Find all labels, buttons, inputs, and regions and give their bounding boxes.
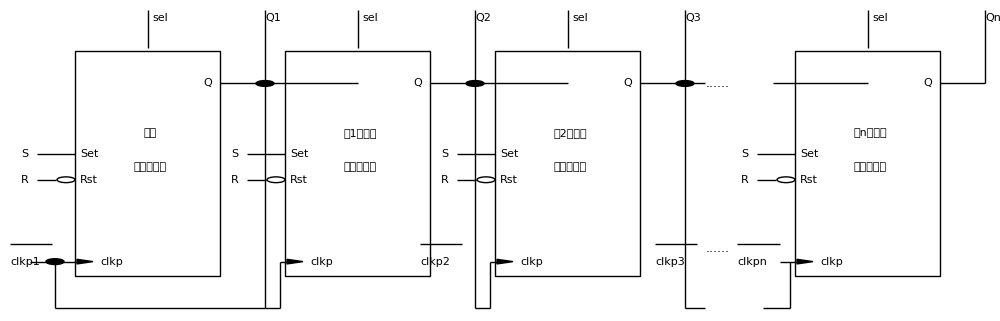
Text: sel: sel bbox=[572, 13, 588, 23]
Text: Q: Q bbox=[203, 78, 212, 89]
Text: 第1个高位: 第1个高位 bbox=[344, 128, 377, 138]
Text: 第n个高位: 第n个高位 bbox=[854, 128, 887, 138]
Text: clkp: clkp bbox=[820, 256, 843, 267]
Text: clkp: clkp bbox=[310, 256, 333, 267]
Text: Q3: Q3 bbox=[685, 13, 701, 23]
Text: 低位: 低位 bbox=[144, 128, 157, 138]
Circle shape bbox=[676, 81, 694, 86]
Text: 计数器单元: 计数器单元 bbox=[344, 162, 377, 172]
Text: Rst: Rst bbox=[800, 175, 818, 185]
Circle shape bbox=[267, 177, 285, 183]
Text: 计数器单元: 计数器单元 bbox=[134, 162, 167, 172]
Text: R: R bbox=[21, 175, 29, 185]
Text: Rst: Rst bbox=[500, 175, 518, 185]
Circle shape bbox=[477, 177, 495, 183]
Text: Qn: Qn bbox=[985, 13, 1000, 23]
Text: clkp: clkp bbox=[100, 256, 123, 267]
Text: clkpn: clkpn bbox=[737, 256, 767, 267]
Text: Q: Q bbox=[413, 78, 422, 89]
Text: Rst: Rst bbox=[290, 175, 308, 185]
Text: R: R bbox=[741, 175, 749, 185]
Polygon shape bbox=[497, 259, 513, 264]
Text: R: R bbox=[231, 175, 239, 185]
Text: Q: Q bbox=[623, 78, 632, 89]
Text: sel: sel bbox=[362, 13, 378, 23]
Circle shape bbox=[777, 177, 795, 183]
Text: Q2: Q2 bbox=[475, 13, 491, 23]
Polygon shape bbox=[797, 259, 813, 264]
Text: sel: sel bbox=[152, 13, 168, 23]
Text: 第2个高位: 第2个高位 bbox=[554, 128, 587, 138]
Text: Q: Q bbox=[923, 78, 932, 89]
Bar bbox=[75, 51, 220, 276]
Circle shape bbox=[57, 177, 75, 183]
Text: ......: ...... bbox=[706, 242, 730, 255]
Text: Set: Set bbox=[500, 149, 518, 159]
Bar bbox=[495, 51, 640, 276]
Text: Rst: Rst bbox=[80, 175, 98, 185]
Text: Set: Set bbox=[800, 149, 818, 159]
Circle shape bbox=[256, 81, 274, 86]
Text: Set: Set bbox=[80, 149, 98, 159]
Text: S: S bbox=[231, 149, 239, 159]
Text: R: R bbox=[441, 175, 449, 185]
Text: Set: Set bbox=[290, 149, 308, 159]
Text: clkp2: clkp2 bbox=[420, 256, 450, 267]
Bar bbox=[285, 51, 430, 276]
Text: sel: sel bbox=[872, 13, 888, 23]
Polygon shape bbox=[287, 259, 303, 264]
Bar bbox=[795, 51, 940, 276]
Text: S: S bbox=[741, 149, 749, 159]
Text: S: S bbox=[441, 149, 449, 159]
Text: clkp3: clkp3 bbox=[655, 256, 685, 267]
Text: clkp1: clkp1 bbox=[10, 256, 40, 267]
Text: 计数器单元: 计数器单元 bbox=[854, 162, 887, 172]
Text: S: S bbox=[21, 149, 29, 159]
Circle shape bbox=[466, 81, 484, 86]
Circle shape bbox=[46, 259, 64, 265]
Text: 计数器单元: 计数器单元 bbox=[554, 162, 587, 172]
Polygon shape bbox=[77, 259, 93, 264]
Text: clkp: clkp bbox=[520, 256, 543, 267]
Text: ......: ...... bbox=[706, 77, 730, 90]
Text: Q1: Q1 bbox=[265, 13, 281, 23]
